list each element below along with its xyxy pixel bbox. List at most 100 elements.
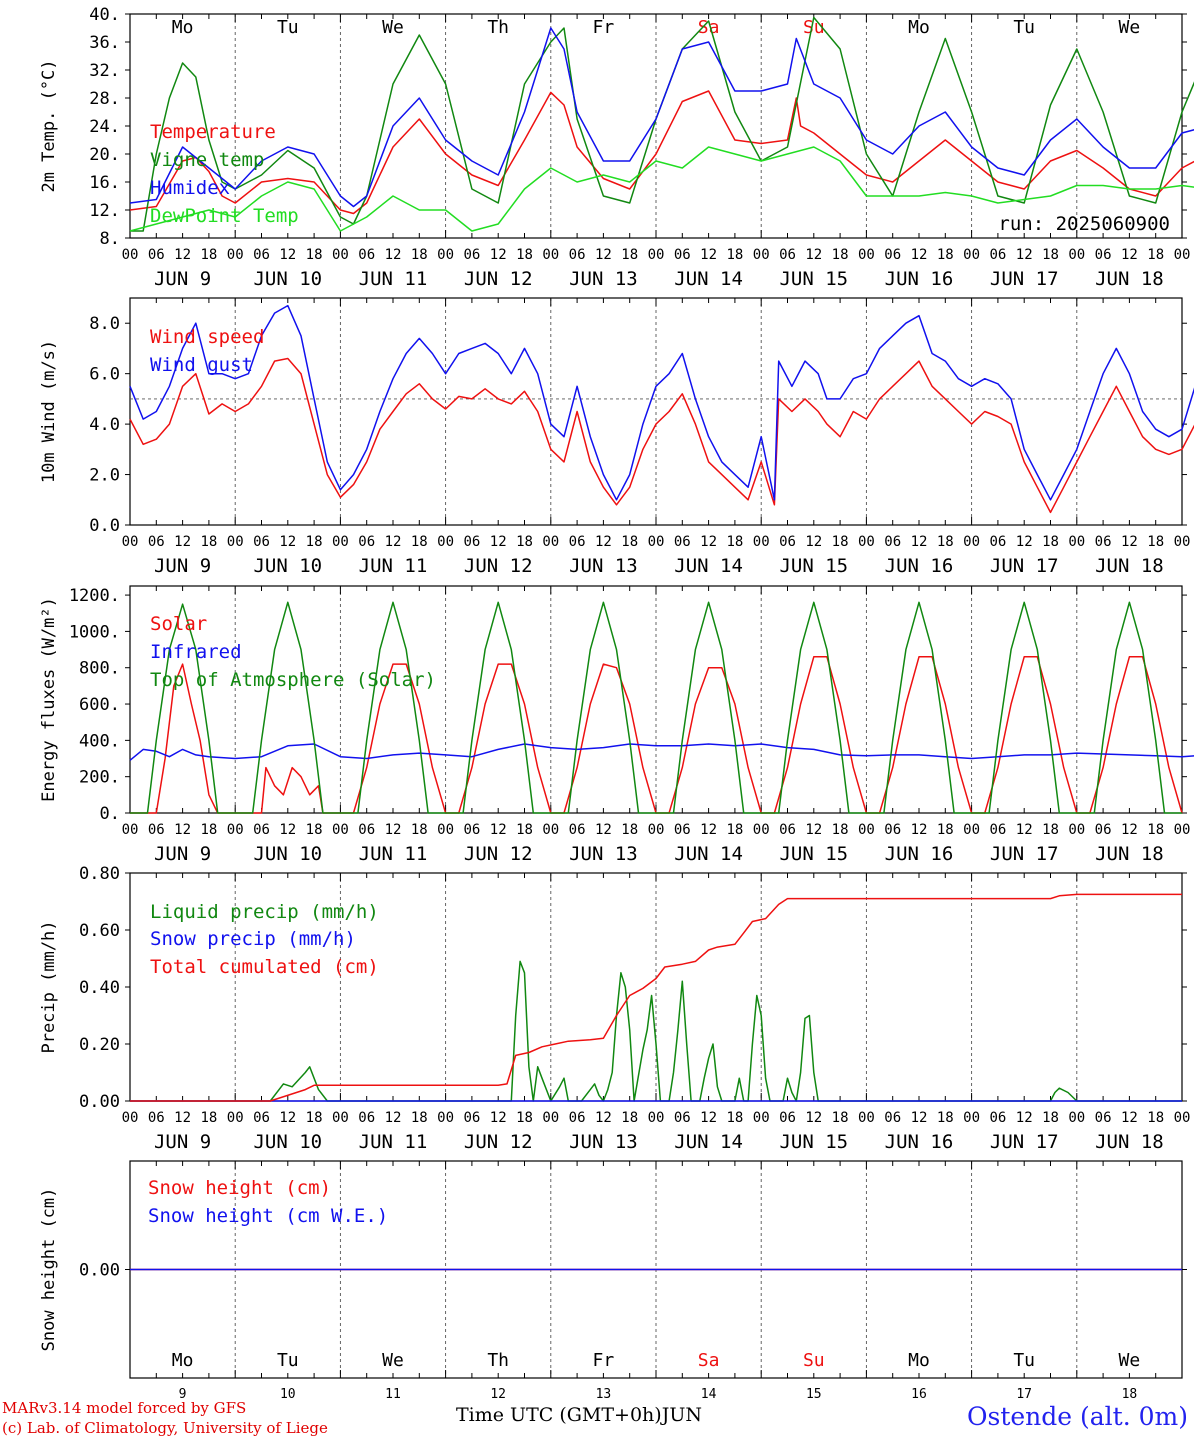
- hour-tick-label: 06: [779, 534, 796, 550]
- weekday-label: Tu: [277, 1350, 299, 1371]
- hour-tick-label: 00: [122, 822, 139, 838]
- hour-tick-label: 00: [227, 822, 244, 838]
- y-axis-title: Energy fluxes (W/m²): [39, 597, 59, 802]
- hour-tick-label: 12: [1121, 1110, 1138, 1126]
- hour-tick-label: 18: [621, 1110, 638, 1126]
- hour-tick-label: 12: [911, 822, 928, 838]
- hour-tick-label: 00: [332, 1110, 349, 1126]
- date-label: JUN 18: [1095, 268, 1164, 290]
- weekday-label: We: [382, 1350, 404, 1371]
- hour-tick-label: 06: [989, 247, 1006, 263]
- hour-tick-label: 18: [411, 1110, 428, 1126]
- weekday-label: Sa: [698, 1350, 720, 1371]
- hour-tick-label: 18: [1042, 1110, 1059, 1126]
- y-axis-title: 10m Wind (m/s): [39, 340, 59, 483]
- legend-entry: Liquid precip (mm/h): [150, 901, 379, 923]
- hour-tick-label: 06: [358, 247, 375, 263]
- hour-tick-label: 00: [122, 534, 139, 550]
- weekday-label: Th: [487, 17, 509, 38]
- hour-tick-label: 12: [279, 247, 296, 263]
- legend-entry: Vigne temp: [150, 149, 264, 171]
- hour-tick-label: 00: [963, 534, 980, 550]
- hour-tick-label: 18: [1147, 534, 1164, 550]
- weekday-label: We: [1119, 1350, 1141, 1371]
- series-line: [129, 90, 1194, 215]
- hour-tick-label: 06: [989, 822, 1006, 838]
- y-tick-label: 24.: [89, 117, 120, 137]
- series-line: [129, 357, 1194, 514]
- hour-tick-label: 18: [1042, 534, 1059, 550]
- hour-tick-label: 06: [148, 534, 165, 550]
- run-annotation: run: 2025060900: [998, 213, 1170, 235]
- date-label: JUN 11: [359, 1131, 428, 1153]
- day-number: 18: [1122, 1387, 1138, 1400]
- hour-tick-label: 18: [200, 822, 217, 838]
- y-axis-title: 2m Temp. (°C): [39, 59, 59, 192]
- y-tick-label: 8.: [100, 229, 120, 249]
- hour-tick-label: 12: [911, 1110, 928, 1126]
- date-label: JUN 14: [674, 268, 743, 290]
- hour-tick-label: 12: [490, 1110, 507, 1126]
- day-number: 11: [385, 1387, 401, 1400]
- hour-tick-label: 12: [490, 534, 507, 550]
- date-label: JUN 14: [674, 555, 743, 577]
- hour-tick-label: 06: [569, 534, 586, 550]
- weekday-label: Tu: [1013, 17, 1035, 38]
- series-line: [129, 743, 1194, 761]
- legend-entry: DewPoint Temp: [150, 205, 299, 227]
- legend-entry: Humidex: [150, 177, 230, 199]
- series-line: [129, 304, 1194, 501]
- weekday-label: Su: [803, 17, 825, 38]
- hour-tick-label: 00: [648, 534, 665, 550]
- hour-tick-label: 12: [595, 534, 612, 550]
- date-label: JUN 17: [990, 555, 1059, 577]
- hour-tick-label: 06: [358, 822, 375, 838]
- y-tick-label: 20.: [89, 145, 120, 165]
- day-number: 14: [701, 1387, 717, 1400]
- hour-tick-label: 12: [700, 1110, 717, 1126]
- hour-tick-label: 18: [516, 822, 533, 838]
- day-number: 17: [1016, 1387, 1032, 1400]
- hour-tick-label: 18: [1042, 247, 1059, 263]
- date-label: JUN 14: [674, 1131, 743, 1153]
- hour-tick-label: 18: [726, 534, 743, 550]
- y-tick-label: 40.: [89, 5, 120, 25]
- hour-tick-label: 06: [884, 1110, 901, 1126]
- date-label: JUN 12: [464, 1131, 533, 1153]
- hour-tick-label: 00: [753, 247, 770, 263]
- y-axis-title: Precip (mm/h): [39, 920, 59, 1053]
- hour-tick-label: 00: [437, 1110, 454, 1126]
- hour-tick-label: 18: [621, 822, 638, 838]
- date-label: JUN 11: [359, 268, 428, 290]
- hour-tick-label: 12: [595, 1110, 612, 1126]
- hour-tick-label: 18: [832, 822, 849, 838]
- date-label: JUN 11: [359, 555, 428, 577]
- legend-entry: Infrared: [150, 641, 242, 663]
- hour-tick-label: 12: [700, 534, 717, 550]
- hour-tick-label: 12: [805, 1110, 822, 1126]
- hour-tick-label: 18: [1147, 1110, 1164, 1126]
- series-line: [129, 27, 1194, 208]
- hour-tick-label: 18: [621, 534, 638, 550]
- date-label: JUN 9: [154, 555, 211, 577]
- hour-tick-label: 12: [1016, 247, 1033, 263]
- hour-tick-label: 18: [200, 534, 217, 550]
- date-label: JUN 9: [154, 1131, 211, 1153]
- panel-2: 0.0 2.0 4.0 6.0 8.0 10m Wind (m/s) 00 06 12 18 JUN…: [39, 297, 1194, 577]
- legend-entry: Temperature: [150, 121, 276, 143]
- weekday-label: We: [1119, 17, 1141, 38]
- y-tick-label: 0.0: [89, 516, 120, 536]
- x-axis-title: Time UTC (GMT+0h)JUN: [456, 1404, 702, 1426]
- hour-tick-label: 18: [726, 247, 743, 263]
- hour-tick-label: 00: [1174, 534, 1191, 550]
- date-label: JUN 10: [253, 555, 322, 577]
- hour-tick-label: 06: [569, 822, 586, 838]
- hour-tick-label: 00: [542, 822, 559, 838]
- y-tick-label: 600.: [79, 695, 120, 715]
- hour-tick-label: 12: [911, 534, 928, 550]
- legend-entry: Solar: [150, 613, 207, 635]
- weekday-label: Fr: [593, 17, 615, 38]
- hour-tick-label: 00: [1068, 534, 1085, 550]
- hour-tick-label: 12: [805, 534, 822, 550]
- day-number: 13: [596, 1387, 612, 1400]
